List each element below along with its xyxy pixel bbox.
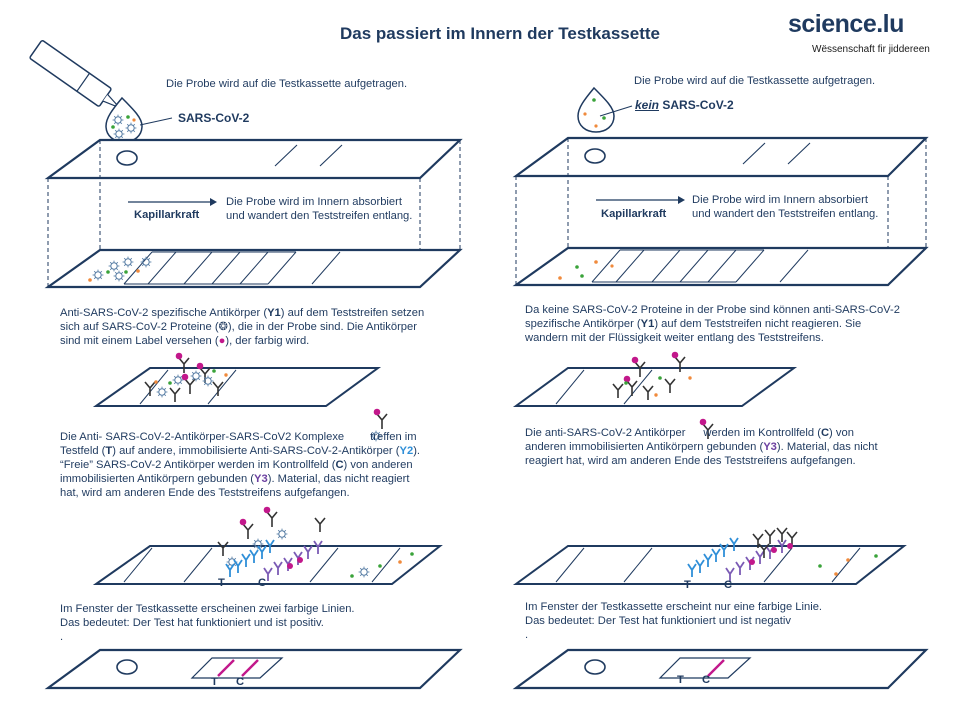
left-step2-line1: Anti-SARS-CoV-2 spezifische Antikörper (…	[60, 307, 425, 319]
strip-step2-right	[512, 367, 798, 407]
antibodies-step3-right	[687, 527, 878, 582]
left-step3-line3: “Freie” SARS-CoV-2 Antikörper werden im …	[60, 459, 413, 471]
left-absorb-line2: und wandert den Teststreifen entlang.	[226, 210, 413, 222]
antibodies-step3-left	[217, 505, 414, 582]
right-result-dot: .	[525, 629, 529, 641]
pipette-icon	[29, 40, 118, 107]
strip-step2-left	[92, 367, 382, 407]
left-sample-label: SARS-CoV-2	[178, 111, 250, 125]
strip-step3-right	[512, 545, 907, 585]
right-result-line1: Im Fenster der Testkassette erscheint nu…	[525, 601, 823, 613]
left-sample-text: Die Probe wird auf die Testkassette aufg…	[166, 78, 408, 90]
left-strip-c-label: C	[258, 577, 267, 589]
cassette-result-right	[512, 648, 929, 690]
left-step2-line3: sind mit einem Label versehen (●), der f…	[60, 335, 310, 347]
sample-drop-negative	[577, 86, 633, 133]
left-result-line2: Das bedeutet: Der Test hat funktioniert …	[60, 617, 324, 629]
right-step3-line3: reagiert hat, wird am anderen Ende des T…	[525, 455, 856, 467]
sample-on-strip-left	[88, 256, 152, 282]
right-absorb-line2: und wandert den Teststreifen entlang.	[692, 208, 879, 220]
left-result-line1: Im Fenster der Testkassette erscheinen z…	[60, 603, 355, 615]
left-step3-line5: hat, wird am anderen Ende des Teststreif…	[60, 487, 350, 499]
left-window-c-label: C	[236, 676, 245, 688]
left-step3-line1: Die Anti- SARS-CoV-2-Antikörper-SARS-CoV…	[60, 431, 417, 443]
left-result-dot: .	[60, 631, 64, 643]
cassette-right	[512, 136, 929, 287]
left-step2-line2: sich auf SARS-CoV-2 Proteine (❂), die in…	[60, 321, 417, 333]
cassette-left	[44, 138, 463, 289]
right-sample-text: Die Probe wird auf die Testkassette aufg…	[634, 75, 876, 87]
left-absorb-line1: Die Probe wird im Innern absorbiert	[226, 196, 402, 208]
right-window-t-label: T	[677, 674, 684, 686]
right-absorb-line1: Die Probe wird im Innern absorbiert	[692, 194, 868, 206]
strip-step3-left	[92, 545, 443, 585]
antibody-complexes-step2	[144, 351, 228, 403]
right-sample-label: kein SARS-CoV-2	[635, 98, 734, 112]
sample-on-strip-right	[558, 260, 614, 280]
left-window-t-label: T	[211, 676, 218, 688]
right-strip-t-label: T	[684, 579, 691, 591]
left-strip-t-label: T	[218, 577, 225, 589]
right-step2-line1: Da keine SARS-CoV-2 Proteine in der Prob…	[525, 304, 900, 316]
right-step3-line1: Die anti-SARS-CoV-2 Antikörper werden im …	[525, 427, 854, 439]
antibody-inline-icon-left	[372, 407, 388, 430]
logo: science.lu	[788, 10, 904, 38]
right-window-c-label: C	[702, 674, 711, 686]
left-step3-line2: Testfeld (T) auf andere, immobilisierte …	[60, 445, 421, 457]
right-step2-line3: wandern mit der Flüssigkeit weiter entla…	[525, 332, 824, 344]
left-step3-line4: immobilisierten Antikörpern gebunden (Y3…	[60, 473, 410, 485]
logo-tagline: Wëssenschaft fir jiddereen	[812, 44, 930, 55]
page-title: Das passiert im Innern der Testkassette	[340, 24, 660, 43]
sample-drop-positive	[105, 96, 173, 143]
right-result-line2: Das bedeutet: Der Test hat funktioniert …	[525, 615, 791, 627]
right-step3-line2: anderen immobilisierten Antikörpern gebu…	[525, 441, 878, 453]
right-step2-line2: spezifische Antikörper (Y1) auf dem Test…	[525, 318, 862, 330]
cassette-result-left	[44, 648, 463, 690]
left-capillary-label: Kapillarkraft	[134, 209, 200, 221]
right-capillary-label: Kapillarkraft	[601, 208, 667, 220]
right-strip-c-label: C	[724, 579, 733, 591]
antibodies-step2-right	[612, 350, 692, 401]
